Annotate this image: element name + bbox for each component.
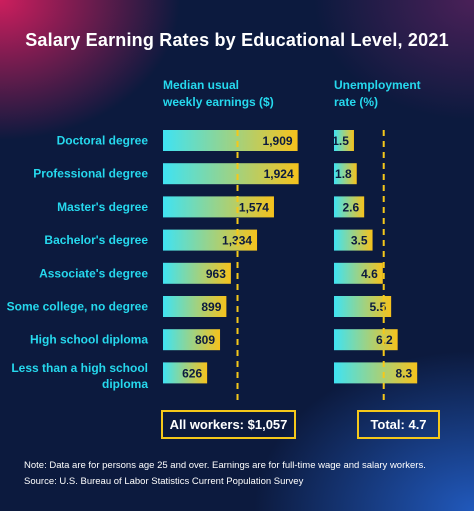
unemployment-value-label: 5.5 — [369, 300, 386, 314]
earnings-value-label: 1,909 — [263, 134, 293, 148]
unemployment-bar — [334, 163, 357, 185]
unemployment-header-line1: Unemployment — [334, 78, 421, 92]
earnings-header-line2: weekly earnings ($) — [163, 95, 274, 109]
unemployment-column-header: Unemployment rate (%) — [334, 77, 421, 111]
footnote-note: Note: Data are for persons age 25 and ov… — [24, 460, 426, 471]
earnings-summary-box: All workers: $1,057 — [161, 410, 296, 439]
earnings-header-line1: Median usual — [163, 78, 240, 92]
unemployment-header-line2: rate (%) — [334, 95, 379, 109]
category-label: Professional degree — [33, 167, 148, 181]
unemployment-bar — [334, 362, 418, 384]
unemployment-bar — [334, 130, 354, 151]
earnings-bar — [163, 229, 258, 251]
category-label: Some college, no degree — [7, 300, 149, 314]
unemployment-value-label: 4.6 — [361, 267, 378, 281]
earnings-bar — [163, 163, 299, 185]
earnings-column-header: Median usual weekly earnings ($) — [163, 77, 274, 111]
earnings-value-label: 1,574 — [239, 200, 269, 214]
earnings-value-label: 626 — [182, 366, 202, 380]
category-label: Doctoral degree — [57, 134, 149, 148]
unemployment-bar — [334, 196, 365, 218]
category-label: High school diploma — [30, 333, 148, 347]
earnings-bar — [163, 362, 208, 384]
chart-title: Salary Earning Rates by Educational Leve… — [25, 30, 449, 50]
category-label: Master's degree — [57, 200, 148, 214]
unemployment-bar — [334, 329, 398, 351]
unemployment-value-label: 1.5 — [332, 134, 349, 148]
unemployment-bar — [334, 296, 392, 317]
earnings-bar — [163, 130, 298, 151]
unemployment-summary-text: Total: 4.7 — [370, 417, 427, 432]
earnings-value-label: 963 — [206, 267, 226, 281]
category-label: Associate's degree — [39, 266, 148, 280]
unemployment-bar — [334, 229, 373, 251]
category-label: Less than a high school diploma — [11, 361, 148, 391]
unemployment-value-label: 3.5 — [351, 234, 368, 248]
footnote: Note: Data are for persons age 25 and ov… — [24, 458, 464, 490]
unemployment-value-label: 8.3 — [396, 366, 413, 380]
earnings-bar — [163, 196, 274, 218]
earnings-bar — [163, 296, 227, 317]
earnings-bar — [163, 329, 221, 351]
unemployment-summary-box: Total: 4.7 — [357, 410, 440, 439]
earnings-value-label: 1,924 — [264, 167, 294, 181]
unemployment-value-label: 1.8 — [335, 167, 352, 181]
unemployment-value-label: 2.6 — [342, 200, 359, 214]
earnings-value-label: 899 — [201, 300, 221, 314]
unemployment-bar — [334, 262, 383, 284]
earnings-value-label: 809 — [195, 333, 215, 347]
earnings-bar — [163, 262, 231, 284]
category-label: Bachelor's degree — [44, 233, 148, 247]
earnings-summary-text: All workers: $1,057 — [169, 417, 288, 432]
footnote-source: Source: U.S. Bureau of Labor Statistics … — [24, 476, 304, 487]
